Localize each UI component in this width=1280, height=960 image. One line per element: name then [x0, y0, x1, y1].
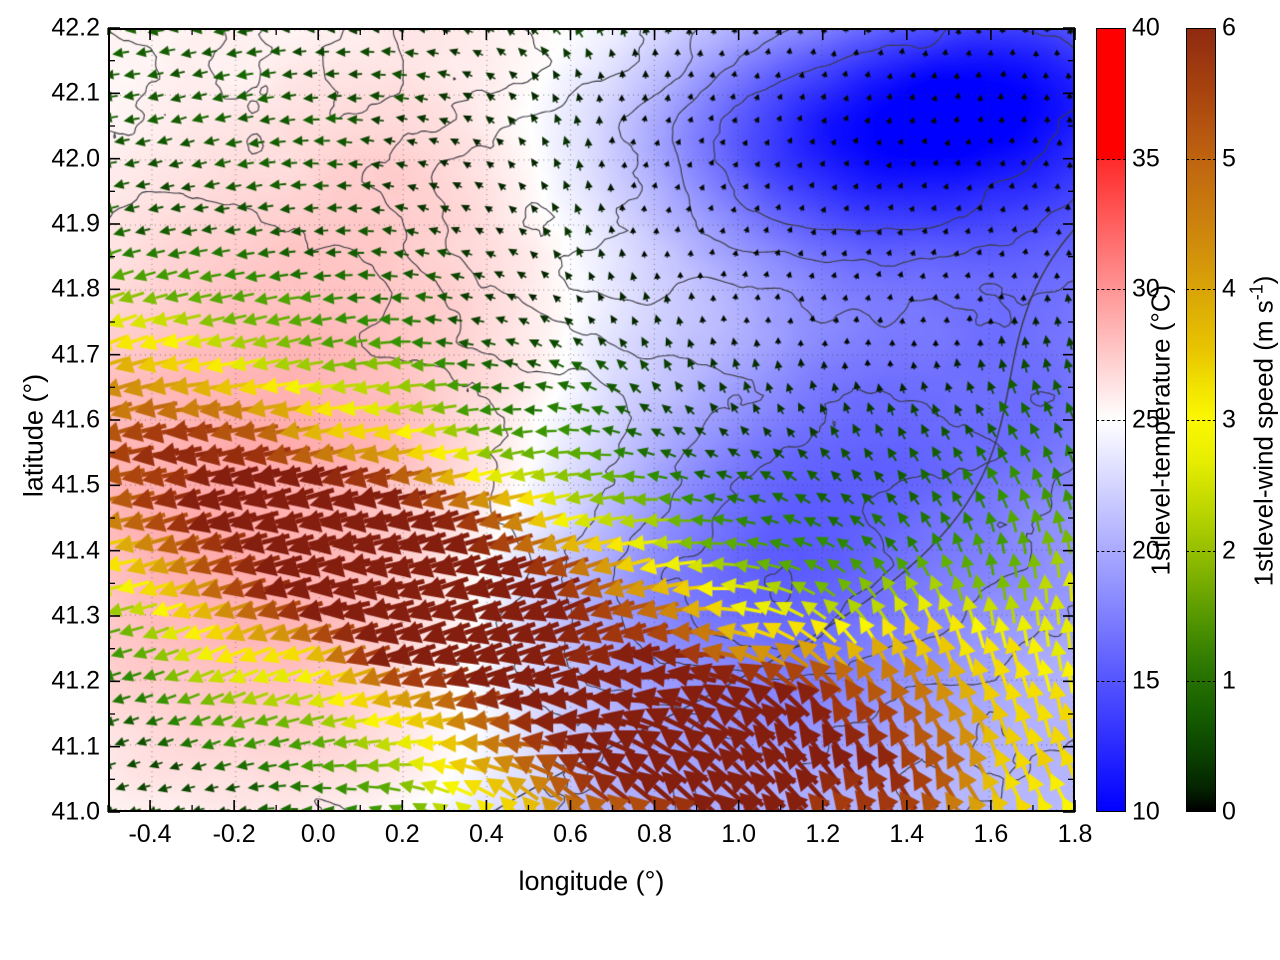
colorbar-tick-label: 10	[1132, 797, 1160, 826]
colorbar-tick-label: 5	[1222, 144, 1236, 173]
x-tick-label: 1.8	[1057, 820, 1093, 848]
wind-speed-colorbar-title: 1stlevel-wind speed (m s-1)	[1246, 275, 1279, 587]
y-tick-label: 41.6	[51, 405, 100, 434]
y-axis-tick-labels: 41.0 41.1 41.2 41.3 41.4 41.5 41.6 41.7 41.8 41.9…	[10, 0, 100, 960]
colorbar-tick	[1186, 289, 1216, 291]
x-tick-label: 0.2	[384, 820, 420, 848]
colorbar-tick-label: 0	[1222, 797, 1236, 826]
colorbar-tick-label: 4	[1222, 274, 1236, 303]
x-tick-label: -0.2	[212, 820, 256, 848]
x-tick-label: 1.4	[889, 820, 925, 848]
colorbar-tick	[1096, 158, 1126, 160]
x-tick-label: -0.4	[128, 820, 172, 848]
colorbar-tick	[1186, 550, 1216, 552]
wind-speed-colorbar-ticks	[1186, 28, 1216, 812]
map-plot-area[interactable]	[108, 28, 1075, 812]
y-tick-label: 41.3	[51, 601, 100, 630]
x-tick-label: 1.0	[721, 820, 757, 848]
temperature-colorbar-ticks	[1096, 28, 1126, 812]
y-tick-label: 42.0	[51, 144, 100, 173]
y-tick-label: 41.0	[51, 797, 100, 826]
x-tick-label: 0.6	[553, 820, 588, 848]
colorbar-tick-label: 6	[1222, 13, 1236, 42]
colorbar-tick	[1096, 550, 1126, 552]
x-tick-label: 0.4	[469, 820, 504, 848]
colorbar-tick-label: 20	[1132, 536, 1160, 565]
colorbar-tick	[1096, 289, 1126, 291]
y-tick-label: 42.1	[51, 78, 100, 107]
colorbar-tick	[1186, 420, 1216, 421]
colorbar-tick	[1096, 681, 1126, 683]
x-axis-tick-labels: -0.4 -0.2 0.0 0.2 0.4 0.6 0.8 1.0 1.2 1.4 1.6 1.8	[0, 822, 1280, 862]
colorbar-tick-label: 35	[1132, 144, 1160, 173]
y-tick-label: 41.7	[51, 340, 100, 369]
y-tick-label: 41.9	[51, 209, 100, 238]
colorbar-tick-label: 40	[1132, 13, 1160, 42]
temperature-colorbar-title: 1stlevel-temperature (°C)	[1145, 284, 1176, 576]
colorbar-tick-label: 15	[1132, 666, 1160, 695]
y-tick-label: 41.4	[51, 536, 100, 565]
colorbar-tick-label: 30	[1132, 274, 1160, 303]
colorbar-tick	[1186, 158, 1216, 160]
y-tick-label: 41.5	[51, 470, 100, 499]
x-axis-title: longitude (°)	[518, 866, 665, 896]
x-tick-label: 0.8	[637, 820, 672, 848]
x-tick-label: 0.0	[300, 820, 336, 848]
x-tick-label: 1.6	[973, 820, 1009, 848]
y-tick-label: 41.1	[51, 732, 100, 761]
colorbar-tick-label: 2	[1222, 536, 1236, 565]
x-tick-label: 1.2	[805, 820, 841, 848]
y-tick-label: 41.8	[51, 274, 100, 303]
colorbar-tick-label: 1	[1222, 666, 1236, 695]
y-axis-title: latitude (°)	[18, 373, 49, 498]
colorbar-tick	[1186, 681, 1216, 683]
y-tick-label: 41.2	[51, 666, 100, 695]
colorbar-tick	[1096, 420, 1126, 421]
y-tick-label: 42.2	[51, 13, 100, 42]
temperature-wind-field-canvas	[110, 30, 1073, 810]
colorbar-tick-label: 25	[1132, 405, 1160, 434]
colorbar-tick-label: 3	[1222, 405, 1236, 434]
